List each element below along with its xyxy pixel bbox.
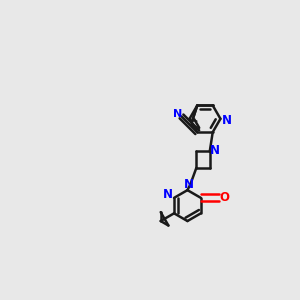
Text: N: N (173, 109, 183, 119)
Text: N: N (210, 144, 220, 158)
Text: C: C (190, 120, 198, 130)
Text: N: N (163, 188, 173, 201)
Text: N: N (184, 178, 194, 191)
Text: N: N (222, 114, 232, 127)
Text: O: O (219, 191, 229, 204)
